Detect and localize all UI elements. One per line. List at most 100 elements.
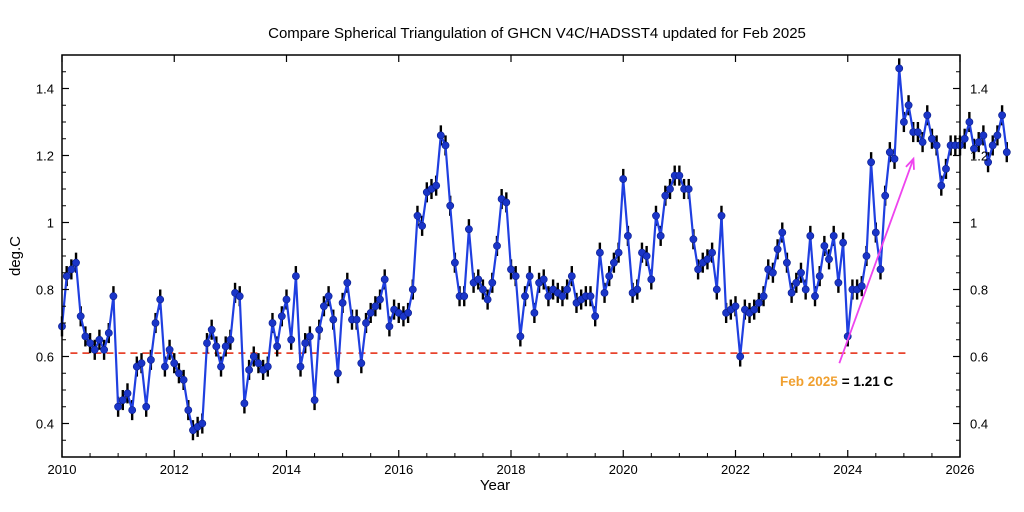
data-point [95,335,104,344]
data-point [156,295,165,304]
y-tick-label-left: 0.4 [36,417,54,432]
data-point [988,141,997,150]
y-tick-label-left: 0.6 [36,350,54,365]
data-point [591,312,600,321]
data-point [614,248,623,257]
data-point [474,275,483,284]
x-tick-label: 2018 [497,462,526,477]
data-point [942,164,950,173]
data-point [979,131,988,140]
data-point [212,342,221,351]
data-point [521,292,529,301]
y-tick-label-right: 1 [970,216,977,231]
data-point [450,258,459,267]
data-point [315,325,324,334]
x-tick-label: 2010 [48,462,77,477]
x-tick-label: 2014 [272,462,301,477]
data-point [815,272,824,280]
data-point [217,362,225,371]
data-point [174,369,183,378]
data-point [86,339,94,347]
y-tick-label-left: 1.4 [36,82,54,97]
data-point [165,345,174,354]
data-point [408,285,417,294]
data-point [380,275,389,284]
data-point [867,158,875,167]
x-tick-label: 2012 [160,462,189,477]
data-point [811,292,819,301]
data-point [539,275,548,284]
y-tick-label-right: 0.8 [970,283,988,298]
data-point [137,359,146,368]
data-point [198,419,207,428]
data-point [507,265,515,274]
data-point [829,231,838,240]
data-point [563,285,571,294]
data-point [81,332,90,341]
data-point [352,315,361,324]
chart-title: Compare Spherical Triangulation of GHCN … [268,25,806,42]
data-point [624,231,632,240]
data-point [558,292,567,301]
data-point [586,292,595,301]
data-point [357,359,366,368]
data-point [254,359,263,368]
data-point [441,141,450,150]
data-point [937,181,946,190]
data-point [296,362,305,371]
data-point [263,362,272,371]
annotation-value: = 1.21 C [842,374,894,389]
data-point [960,134,969,143]
data-point [273,342,281,351]
data-point [333,369,342,378]
data-point [904,101,913,110]
data-point [596,248,604,257]
data-point [862,252,871,260]
plot-content [58,58,1011,441]
data-point [525,272,534,280]
data-point [343,278,352,287]
data-point [656,231,665,240]
data-point [460,292,469,301]
data-point [806,231,815,240]
data-point [647,275,656,284]
y-tick-label-right: 1.2 [970,149,988,164]
data-point [834,278,843,287]
y-tick-label-left: 1 [47,216,54,231]
data-point [600,288,609,297]
data-point [362,319,370,327]
data-point [371,302,380,311]
data-point [310,396,319,404]
data-point [932,141,941,150]
data-point [876,265,885,274]
data-point [530,308,539,317]
data-point [694,265,702,274]
data-point [605,272,614,280]
data-point [329,315,338,324]
data-point [146,355,155,364]
y-axis-label: deg.C [7,236,24,276]
data-point [918,138,927,146]
data-point [661,191,670,200]
data-point [970,144,978,153]
data-point [207,325,216,334]
y-tick-label-right: 1.4 [970,82,988,97]
data-point [170,359,179,368]
data-point [268,319,277,327]
data-point [62,272,71,280]
data-point [240,399,249,408]
annotation: Feb 2025 = 1.21 C [780,156,915,389]
data-point [436,131,445,140]
data-point [493,241,501,250]
data-point [857,282,866,290]
data-point [998,111,1006,120]
annotation-arrowhead [905,156,915,170]
data-point [900,118,908,126]
data-point [203,339,211,347]
data-point [376,295,384,304]
x-tick-label: 2026 [946,462,975,477]
annotation-label: Feb 2025 = 1.21 C [780,374,893,389]
data-point [338,298,347,307]
data-point [923,111,932,120]
